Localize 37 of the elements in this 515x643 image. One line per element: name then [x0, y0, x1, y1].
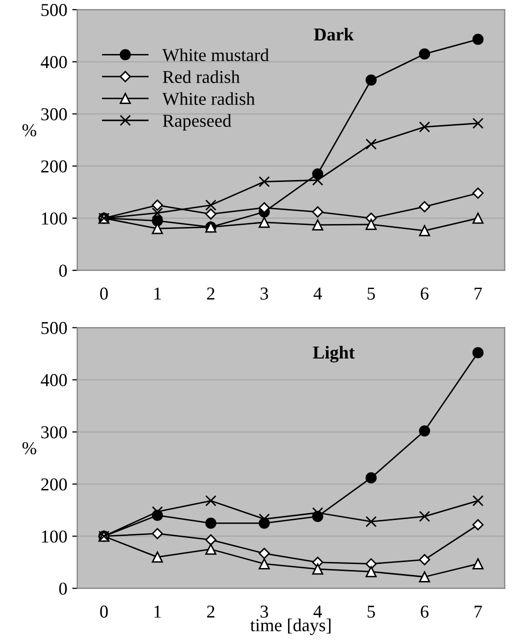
y-tick-label: 300 — [41, 426, 67, 438]
y-tick-label: 400 — [40, 56, 67, 68]
y-tick-label: 300 — [41, 108, 67, 120]
x-tick-label: 1 — [154, 288, 161, 300]
x-tick-label: 7 — [474, 288, 482, 300]
y-tick-label: 500 — [41, 4, 67, 16]
y-tick-label: 0 — [59, 264, 67, 277]
legend-label: Rapeseed — [162, 114, 232, 131]
y-tick-label: 0 — [59, 582, 67, 595]
x-tick-label: 2 — [207, 606, 214, 618]
legend-label: White mustard — [162, 48, 269, 62]
x-tick-label: 5 — [368, 288, 375, 300]
x-tick-label: 0 — [100, 606, 108, 618]
y-axis-title: % — [22, 124, 36, 136]
y-tick-label: 200 — [41, 160, 67, 172]
y-tick-label: 200 — [41, 478, 67, 491]
text: Light — [312, 346, 355, 362]
y-tick-label: 100 — [42, 530, 67, 543]
x-tick-label: 3 — [260, 606, 268, 618]
x-tick-label: 4 — [314, 288, 322, 300]
x-tick-label: 6 — [420, 288, 429, 300]
x-tick-label: 5 — [368, 606, 375, 618]
x-tick-label: 7 — [474, 606, 482, 618]
x-tick-label: 0 — [100, 288, 108, 300]
legend-label: Red radish — [162, 70, 240, 84]
y-tick-label: 100 — [42, 212, 67, 225]
x-axis-title: time [days] — [250, 618, 330, 636]
y-tick-label: 500 — [41, 322, 67, 334]
text: Dark — [314, 28, 354, 41]
x-tick-label: 6 — [420, 606, 429, 618]
x-tick-label: 3 — [260, 288, 268, 300]
legend-label: White radish — [162, 92, 255, 106]
y-axis-title: % — [22, 442, 36, 454]
y-tick-label: 400 — [40, 374, 67, 386]
x-tick-label: 2 — [207, 288, 214, 300]
x-tick-label: 4 — [314, 606, 322, 618]
x-tick-label: 1 — [154, 606, 161, 618]
